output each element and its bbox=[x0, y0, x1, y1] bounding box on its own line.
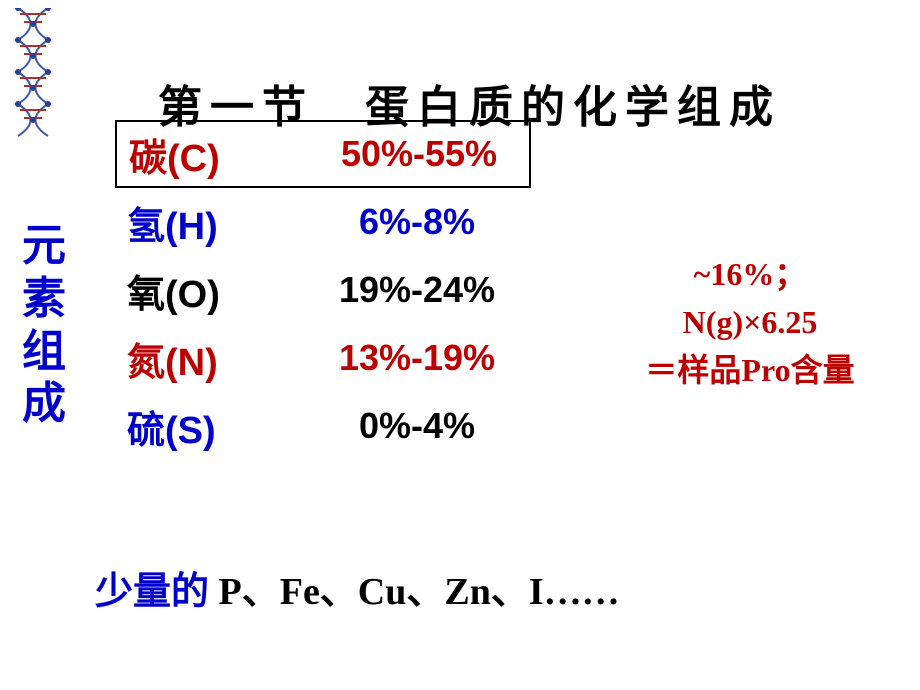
trace-elements-note: 少量的 P、Fe、Cu、Zn、I…… bbox=[95, 560, 620, 615]
element-name: 氢(H) bbox=[127, 195, 307, 250]
element-name: 硫(S) bbox=[127, 399, 307, 454]
annotation-line1: ~16%； bbox=[590, 250, 910, 298]
element-name: 氧(O) bbox=[127, 263, 307, 318]
table-row: 氧(O) 19%-24% bbox=[115, 256, 531, 324]
slide-title: 第一节 蛋白质的化学组成 bbox=[120, 20, 781, 135]
element-percent: 0%-4% bbox=[307, 405, 527, 447]
table-row: 碳(C) 50%-55% bbox=[115, 120, 531, 188]
table-row: 氮(N) 13%-19% bbox=[115, 324, 531, 392]
vertical-label-elements: 元 素 组 成 bbox=[20, 220, 68, 431]
table-row: 氢(H) 6%-8% bbox=[115, 188, 531, 256]
element-percent: 13%-19% bbox=[307, 337, 527, 379]
dna-helix-icon bbox=[8, 8, 58, 138]
element-name: 氮(N) bbox=[127, 331, 307, 386]
element-percent: 6%-8% bbox=[307, 201, 527, 243]
trace-lead: 少量的 bbox=[95, 571, 219, 613]
side-char-4: 成 bbox=[20, 378, 68, 431]
element-name: 碳(C) bbox=[129, 127, 309, 182]
element-percent: 19%-24% bbox=[307, 269, 527, 311]
side-char-2: 素 bbox=[20, 273, 68, 326]
element-percent: 50%-55% bbox=[309, 133, 529, 175]
side-char-3: 组 bbox=[20, 326, 68, 379]
annotation-line3: ＝样品Pro含量 bbox=[590, 346, 910, 394]
nitrogen-formula-annotation: ~16%； N(g)×6.25 ＝样品Pro含量 bbox=[590, 250, 910, 394]
annotation-line2: N(g)×6.25 bbox=[590, 298, 910, 346]
element-composition-table: 碳(C) 50%-55% 氢(H) 6%-8% 氧(O) 19%-24% 氮(N… bbox=[115, 120, 531, 460]
table-row: 硫(S) 0%-4% bbox=[115, 392, 531, 460]
side-char-1: 元 bbox=[20, 220, 68, 273]
trace-list: P、Fe、Cu、Zn、I…… bbox=[219, 571, 620, 613]
